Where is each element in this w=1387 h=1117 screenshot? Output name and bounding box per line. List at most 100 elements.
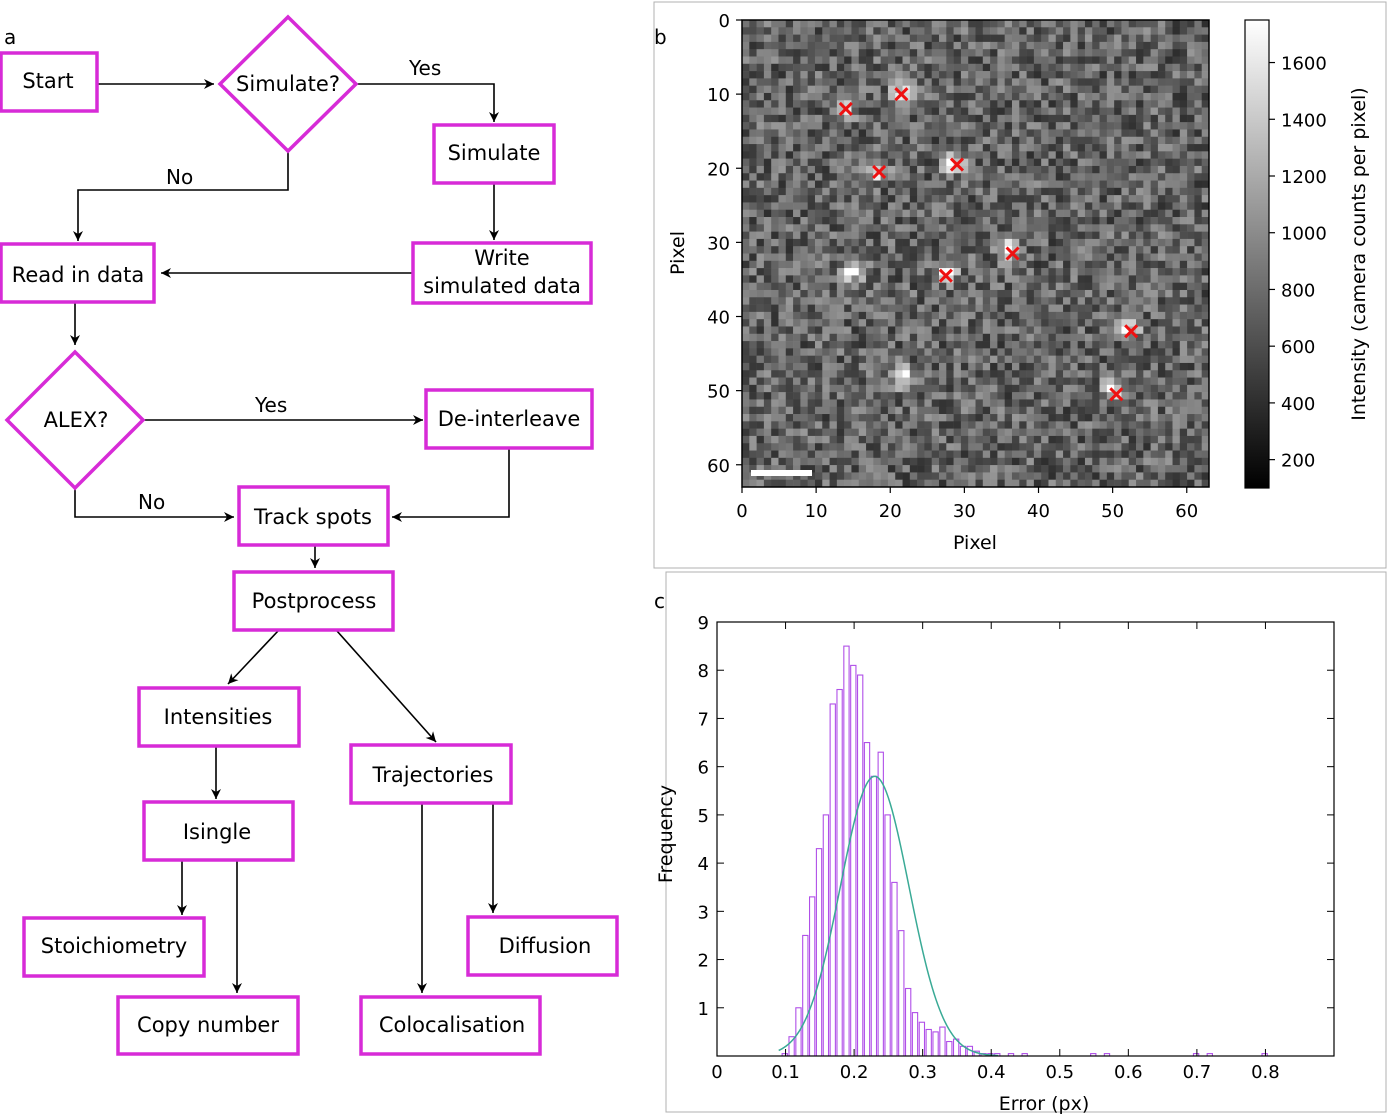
image-pixel [880,34,889,43]
image-pixel [1099,144,1108,152]
image-pixel [1128,428,1137,437]
image-pixel [1033,450,1042,459]
image-pixel [844,158,852,167]
image-pixel [1136,355,1144,364]
image-pixel [924,246,933,254]
image-pixel [866,92,874,101]
image-pixel [1150,421,1159,429]
image-pixel [1055,406,1064,415]
image-pixel [836,282,845,291]
image-pixel [800,238,808,247]
image-pixel [975,195,984,203]
image-pixel [1114,319,1122,327]
node-simulate-label: Simulate [448,141,541,165]
image-pixel [1194,384,1203,393]
image-pixel [1070,217,1078,225]
image-pixel [968,341,976,349]
image-pixel [1055,479,1064,488]
image-pixel [1194,319,1203,327]
image-pixel [1187,100,1195,108]
image-pixel [1150,406,1159,415]
image-pixel [829,107,838,116]
image-pixel [1157,173,1166,181]
image-pixel [800,392,808,400]
image-pixel [763,34,772,43]
image-pixel [814,114,823,123]
image-pixel [763,311,772,320]
image-pixel [756,384,765,393]
image-pixel [909,414,918,422]
image-pixel [1019,202,1027,211]
image-pixel [946,319,954,327]
image-pixel [756,100,765,108]
image-pixel [1150,49,1159,57]
image-pixel [953,406,962,415]
image-pixel [771,370,779,378]
image-pixel [902,49,911,57]
image-pixel [749,260,757,269]
image-pixel [1106,443,1115,451]
image-pixel [902,443,911,451]
image-pixel [887,282,896,291]
image-pixel [1136,421,1144,429]
image-pixel [1157,71,1166,79]
image-pixel [756,136,765,145]
image-pixel [778,421,787,429]
image-pixel [822,457,830,466]
image-pixel [1092,260,1100,269]
image-pixel [873,34,881,43]
image-pixel [960,195,969,203]
image-pixel [1114,195,1122,203]
image-pixel [887,100,896,108]
image-pixel [975,260,984,269]
image-pixel [917,333,925,342]
image-pixel [887,151,896,159]
edge-label-sim-yes: Yes [408,56,441,80]
image-pixel [953,326,962,335]
image-pixel [844,114,852,123]
image-pixel [931,187,940,196]
image-pixel [1121,71,1130,79]
image-pixel [1128,268,1137,276]
image-pixel [1099,472,1108,481]
image-pixel [1092,246,1100,254]
image-pixel [858,355,867,364]
image-pixel [990,56,998,65]
image-pixel [909,370,918,378]
image-pixel [742,428,750,437]
image-pixel [1048,231,1057,240]
image-pixel [756,268,765,276]
image-y-tick-label: 20 [707,159,730,180]
image-pixel [742,362,750,371]
image-pixel [1041,319,1049,327]
image-pixel [771,377,779,386]
image-pixel [1048,406,1057,415]
image-pixel [1092,289,1100,298]
image-pixel [895,443,903,451]
image-pixel [1055,289,1064,298]
image-pixel [1055,129,1064,138]
image-pixel [866,180,874,189]
image-pixel [829,289,838,298]
image-pixel [1143,355,1151,364]
image-pixel [1033,428,1042,437]
image-pixel [1099,406,1108,415]
image-pixel [953,202,962,211]
image-pixel [749,158,757,167]
image-pixel [1143,180,1151,189]
image-pixel [836,49,845,57]
image-pixel [778,297,787,305]
image-pixel [756,362,765,371]
image-pixel [1026,71,1035,79]
image-pixel [749,144,757,152]
image-pixel [960,333,969,342]
image-pixel [960,479,969,488]
image-pixel [895,472,903,481]
image-pixel [829,92,838,101]
image-pixel [880,195,889,203]
image-pixel [1004,260,1013,269]
image-pixel [851,282,860,291]
image-pixel [917,100,925,108]
image-pixel [1048,450,1057,459]
image-pixel [866,151,874,159]
